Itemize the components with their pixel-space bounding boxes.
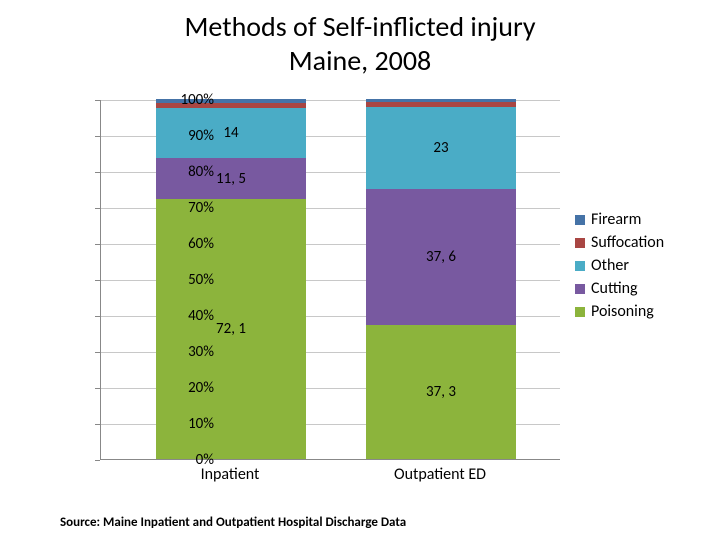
legend: Firearm Suffocation Other Cutting Poisoning [575,210,664,325]
legend-label: Poisoning [591,302,654,321]
source-text: Source: Maine Inpatient and Outpatient H… [60,515,406,530]
legend-swatch [575,284,585,294]
legend-item-other: Other [575,256,664,275]
y-tick-label: 70% [164,199,214,217]
x-category-label: Inpatient [155,465,305,484]
x-category-label: Outpatient ED [365,465,515,484]
segment-suffocation [366,102,516,106]
legend-item-poisoning: Poisoning [575,302,664,321]
legend-item-cutting: Cutting [575,279,664,298]
y-tick-label: 90% [164,127,214,145]
y-tick-mark [95,424,100,425]
legend-item-suffocation: Suffocation [575,233,664,252]
y-tick-label: 100% [164,91,214,109]
y-tick-mark [95,316,100,317]
segment-label: 23 [366,139,516,157]
y-tick-mark [95,136,100,137]
segment-label: 37, 6 [366,248,516,266]
y-tick-label: 30% [164,343,214,361]
bar-outpatient-ed: 37, 3 37, 6 23 [366,100,516,459]
chart-area: 72, 111, 51437, 337, 623 0%10%20%30%40%5… [40,100,680,490]
y-tick-mark [95,388,100,389]
y-tick-mark [95,172,100,173]
y-tick-label: 20% [164,379,214,397]
chart-title: Methods of Self-inflicted injury Maine, … [0,0,720,77]
legend-label: Firearm [591,210,641,229]
legend-swatch [575,307,585,317]
legend-swatch [575,238,585,248]
title-line-2: Maine, 2008 [289,43,432,78]
segment-label: 37, 3 [366,383,516,401]
y-tick-label: 60% [164,235,214,253]
y-tick-mark [95,460,100,461]
title-line-1: Methods of Self-inflicted injury [184,9,535,44]
legend-label: Other [591,256,629,275]
segment-firearm [366,99,516,102]
y-tick-mark [95,208,100,209]
legend-label: Cutting [591,279,638,298]
y-tick-label: 50% [164,271,214,289]
legend-swatch [575,261,585,271]
legend-label: Suffocation [591,233,664,252]
y-tick-mark [95,352,100,353]
legend-item-firearm: Firearm [575,210,664,229]
y-tick-label: 80% [164,163,214,181]
y-tick-mark [95,244,100,245]
y-tick-label: 10% [164,415,214,433]
y-tick-label: 40% [164,307,214,325]
legend-swatch [575,215,585,225]
y-tick-mark [95,280,100,281]
y-tick-mark [95,100,100,101]
